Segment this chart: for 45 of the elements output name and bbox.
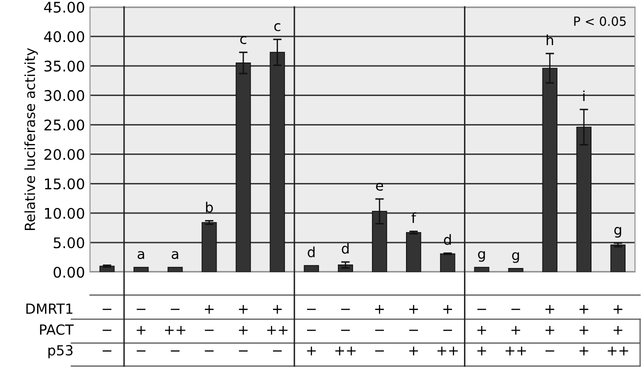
y-tick-label: 35.00 [44,60,84,72]
y-tick-label: 45.00 [44,2,84,13]
y-tick-label: 10.00 [44,208,84,219]
data-label: e [376,182,384,191]
x-tick-label: + − + [409,305,418,356]
category-label: + − − [375,305,384,352]
y-tick-label: 25.00 [44,119,84,131]
data-label: g [512,252,519,263]
x-tick-label: + − ++ [437,305,458,356]
y-tick-label: 30.00 [44,90,84,102]
category-label: − − + [307,308,316,356]
category-label: − − ++ [335,308,356,356]
text: p53 [48,345,73,358]
category-label: − − − [102,308,112,352]
y-tick-label: 20.00 [44,148,84,160]
data-label: b [206,202,213,213]
annotation: P < 0.05 [574,16,626,26]
data-label: d [308,246,315,258]
y-tick-label: 0.00 [54,266,84,278]
data-label: d [342,242,349,254]
data-label: h [546,34,554,46]
data-label: a [172,251,178,260]
x-tick-label: + + + [580,305,588,356]
data-label: a [138,251,144,260]
x-tick-label: − + − [136,308,146,352]
y-tick-label: 5.00 [54,237,84,248]
data-label: i [583,90,585,102]
x-tick-label: + + − [238,305,248,352]
x-tick-label: − + + [477,308,486,356]
data-label: g [478,251,485,262]
y-tick-label: 40.00 [44,31,84,42]
data-label: c [240,36,246,44]
x-tick-label: − + ++ [506,308,526,356]
x-tick-label: + + ++ [608,305,628,356]
x-tick-label: + ++ − [267,305,288,352]
text: DMRT1 [26,304,72,314]
y-tick-label: 15.00 [44,178,84,190]
text: PACT [40,324,74,335]
category-label: + − − [204,305,214,352]
data-label: f [411,212,416,223]
x-tick-label: − ++ − [164,308,186,352]
data-label: c [274,23,280,32]
y-axis-title: Relative luciferase activity [24,48,38,230]
data-label: g [614,226,622,238]
x-tick-label: + + − [545,305,554,352]
